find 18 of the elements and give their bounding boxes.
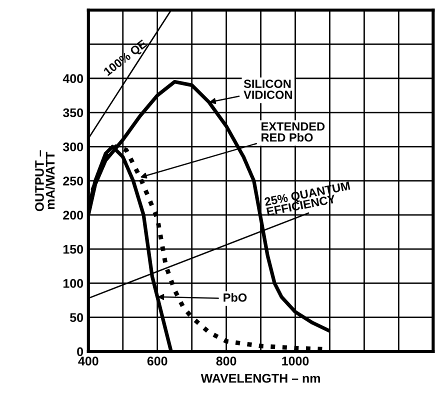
y-tick-label: 100 <box>63 279 84 288</box>
x-tick-label: 400 <box>78 356 98 366</box>
text: EXTENDED RED PbO <box>262 122 325 142</box>
y-tick-label: 150 <box>63 244 84 254</box>
x-tick-label: 1000 <box>282 356 309 366</box>
x-tick-label: 800 <box>216 356 236 366</box>
y-tick-label: 200 <box>63 210 84 220</box>
y-tick-label: 350 <box>62 108 84 118</box>
y-tick-label: 250 <box>63 176 84 186</box>
text: PbO <box>224 293 247 302</box>
y-tick-label: 300 <box>62 142 84 152</box>
y-tick-label: 400 <box>62 74 84 84</box>
y-axis-title: OUTPUT – mA/WATT <box>35 150 55 212</box>
text: SILICON VIDICON <box>244 80 292 99</box>
y-tick-label: 50 <box>70 313 84 322</box>
x-tick-label: 600 <box>147 356 168 366</box>
y-tick-label: 0 <box>77 347 84 356</box>
x-axis-title: WAVELENGTH – nm <box>200 374 320 383</box>
